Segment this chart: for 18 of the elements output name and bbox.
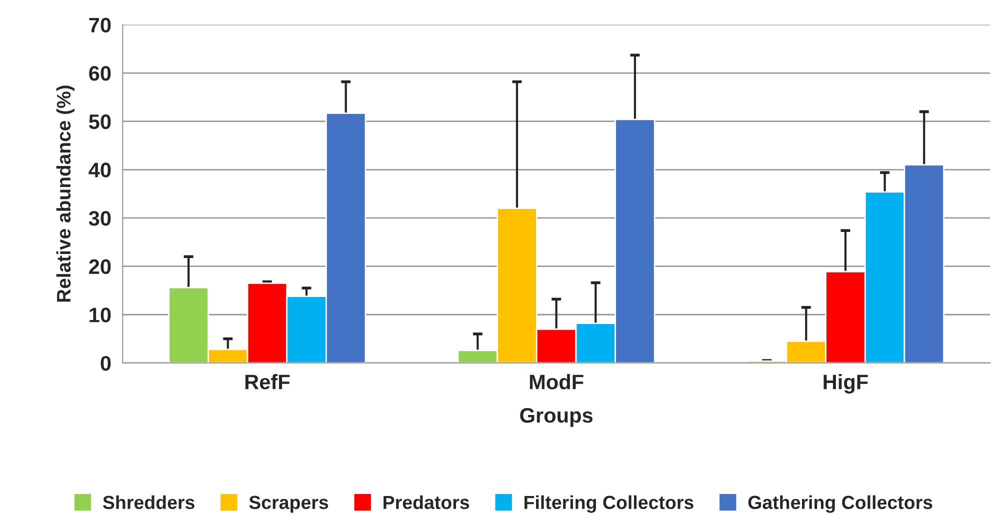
y-tick-label: 40 (88, 162, 111, 178)
legend-label: Predators (384, 495, 470, 510)
y-tick-label: 70 (89, 18, 111, 32)
legend-label: Scrapers (249, 496, 328, 513)
legend-label: Shredders (102, 495, 194, 510)
y-axis-title: Relative abundance (%) (56, 86, 74, 302)
y-tick-label: 60 (89, 66, 111, 81)
x-axis-title: Groups (520, 408, 593, 427)
y-tick-label: 20 (89, 259, 111, 274)
y-tick-label: 0 (100, 356, 111, 371)
legend-label: Filtering Collectors (524, 495, 694, 513)
y-tick-label: 50 (88, 114, 111, 130)
x-tick-label: RefF (245, 374, 290, 390)
legend-label: Gathering Collectors (748, 495, 932, 513)
x-tick-label: HigF (824, 374, 868, 394)
y-tick-label: 10 (90, 308, 111, 322)
y-tick-label: 30 (88, 210, 111, 226)
x-tick-label: ModF (530, 374, 584, 390)
